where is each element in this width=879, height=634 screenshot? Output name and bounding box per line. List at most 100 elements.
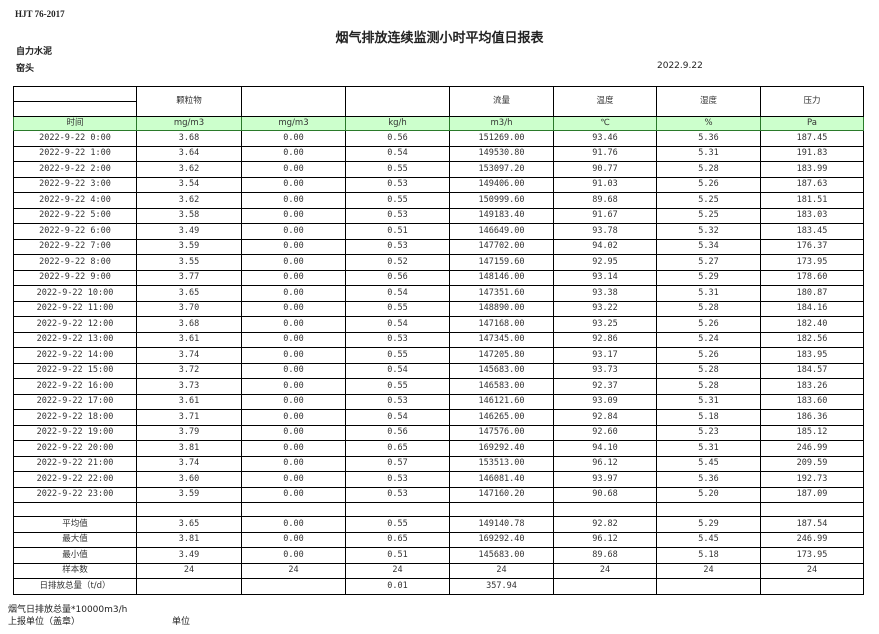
table-row-cell: 0.65 bbox=[345, 440, 450, 457]
table-row-cell: 181.51 bbox=[760, 192, 864, 209]
summary-row-cell bbox=[136, 578, 242, 595]
table-row-cell: 0.00 bbox=[241, 362, 346, 379]
units-row-cell: m3/h bbox=[449, 116, 554, 131]
table-row-cell: 91.76 bbox=[553, 145, 657, 162]
summary-row-cell: 246.99 bbox=[760, 531, 864, 548]
table-row-cell: 187.45 bbox=[760, 130, 864, 147]
table-row-cell: 0.56 bbox=[345, 130, 450, 147]
table-row-cell: 5.27 bbox=[656, 254, 761, 271]
units-row-cell: mg/m3 bbox=[136, 116, 242, 131]
table-row-cell: 0.00 bbox=[241, 176, 346, 193]
table-row: 2022-9-22 23:00 3.59 0.00 0.53 147160.20 90.6… bbox=[13, 486, 864, 503]
table-row: 2022-9-22 20:00 3.81 0.00 0.65 169292.40 94.1… bbox=[13, 440, 864, 457]
table-row-cell: 178.60 bbox=[760, 269, 864, 286]
table-row-cell: 3.61 bbox=[136, 331, 242, 348]
summary-row-cell: 24 bbox=[136, 562, 242, 579]
table-row-cell: 5.23 bbox=[656, 424, 761, 441]
table-row-cell: 148146.00 bbox=[449, 269, 554, 286]
blank-row-cell bbox=[553, 502, 657, 517]
summary-row: 日排放总量（t/d） 0.01 357.94 bbox=[13, 578, 864, 595]
summary-row-cell: 0.55 bbox=[345, 516, 450, 533]
table-row-cell: 93.46 bbox=[553, 130, 657, 147]
table-row: 2022-9-22 3:00 3.54 0.00 0.53 149406.00 91.03… bbox=[13, 176, 864, 193]
units-row: 时间 mg/m3 mg/m3 kg/h m3/h ℃% Pa bbox=[13, 116, 864, 131]
table-row-cell: 0.00 bbox=[241, 486, 346, 503]
summary-row-cell: 149140.78 bbox=[449, 516, 554, 533]
table-row: 2022-9-22 10:00 3.65 0.00 0.54 147351.60 93.3… bbox=[13, 285, 864, 302]
table-row-cell: 5.45 bbox=[656, 455, 761, 472]
table-row-cell: 0.54 bbox=[345, 409, 450, 426]
table-row-cell: 2022-9-22 12:00 bbox=[13, 316, 137, 333]
table-row-cell: 3.81 bbox=[136, 440, 242, 457]
table-row: 2022-9-22 7:00 3.59 0.00 0.53 147702.00 94.02… bbox=[13, 238, 864, 255]
table-row-cell: 0.55 bbox=[345, 161, 450, 178]
units-row-cell: ℃ bbox=[553, 116, 657, 131]
table-row-cell: 5.34 bbox=[656, 238, 761, 255]
summary-row-cell: 最小值 bbox=[13, 547, 137, 564]
table-row-cell: 0.00 bbox=[241, 145, 346, 162]
summary-row-cell: 样本数 bbox=[13, 562, 137, 579]
summary-row-cell: 日排放总量（t/d） bbox=[13, 578, 137, 595]
table-row-cell: 187.09 bbox=[760, 486, 864, 503]
table-row-cell: 3.58 bbox=[136, 207, 242, 224]
table-row-cell: 3.62 bbox=[136, 161, 242, 178]
table-row-cell: 5.28 bbox=[656, 300, 761, 317]
table-row-cell: 5.36 bbox=[656, 130, 761, 147]
table-row-cell: 2022-9-22 0:00 bbox=[13, 130, 137, 147]
table-row-cell: 3.72 bbox=[136, 362, 242, 379]
table-row-cell: 183.99 bbox=[760, 161, 864, 178]
summary-row: 样本数 24 24 24 24 24 24 24 bbox=[13, 562, 864, 579]
monitoring-unit: 窑头 bbox=[16, 64, 35, 74]
table-row-cell: 5.32 bbox=[656, 223, 761, 240]
table-row-cell: 147168.00 bbox=[449, 316, 554, 333]
table-row-cell: 183.45 bbox=[760, 223, 864, 240]
table-row: 2022-9-22 14:00 3.74 0.00 0.55 147205.80 93.1… bbox=[13, 347, 864, 364]
table-row-cell: 182.56 bbox=[760, 331, 864, 348]
table-row-cell: 147345.00 bbox=[449, 331, 554, 348]
table-row-cell: 176.37 bbox=[760, 238, 864, 255]
table-row-cell: 0.00 bbox=[241, 238, 346, 255]
table-row-cell: 2022-9-22 13:00 bbox=[13, 331, 137, 348]
summary-row-cell: 0.51 bbox=[345, 547, 450, 564]
table-row-cell: 2022-9-22 1:00 bbox=[13, 145, 137, 162]
summary-row-cell: 357.94 bbox=[449, 578, 554, 595]
table-row-cell: 93.73 bbox=[553, 362, 657, 379]
table-row-cell: 2022-9-22 16:00 bbox=[13, 378, 137, 395]
summary-row-cell bbox=[656, 578, 761, 595]
table-row-cell: 149406.00 bbox=[449, 176, 554, 193]
blank-row-cell bbox=[449, 502, 554, 517]
table-row-cell: 0.00 bbox=[241, 393, 346, 410]
table-row-cell: 0.54 bbox=[345, 362, 450, 379]
summary-row-cell bbox=[241, 578, 346, 595]
table-row-cell: 184.57 bbox=[760, 362, 864, 379]
summary-row-cell: 96.12 bbox=[553, 531, 657, 548]
table-row-cell: 147159.60 bbox=[449, 254, 554, 271]
summary-row-cell: 173.95 bbox=[760, 547, 864, 564]
table-row-cell: 5.24 bbox=[656, 331, 761, 348]
table-row-cell: 0.00 bbox=[241, 378, 346, 395]
units-row-cell: 时间 bbox=[13, 116, 137, 131]
table-row-cell: 2022-9-22 3:00 bbox=[13, 176, 137, 193]
table-row-cell: 191.83 bbox=[760, 145, 864, 162]
table-row: 2022-9-22 1:00 3.64 0.00 0.54 149530.80 91.76… bbox=[13, 145, 864, 162]
summary-row-cell: 24 bbox=[345, 562, 450, 579]
table-row-cell: 3.61 bbox=[136, 393, 242, 410]
table-row-cell: 2022-9-22 4:00 bbox=[13, 192, 137, 209]
summary-row-cell: 24 bbox=[760, 562, 864, 579]
table-row: 2022-9-22 22:00 3.60 0.00 0.53 146081.40 93.9… bbox=[13, 471, 864, 488]
blank-row-cell bbox=[241, 502, 346, 517]
summary-row-cell: 5.45 bbox=[656, 531, 761, 548]
column-header-row-cell: 湿度 bbox=[656, 86, 761, 117]
table-row-cell: 3.59 bbox=[136, 486, 242, 503]
table-row-cell: 0.53 bbox=[345, 207, 450, 224]
column-header-row-cell bbox=[345, 86, 450, 117]
summary-row-cell: 169292.40 bbox=[449, 531, 554, 548]
summary-row-cell: 平均值 bbox=[13, 516, 137, 533]
blank-row-cell bbox=[345, 502, 450, 517]
blank-row-cell bbox=[656, 502, 761, 517]
table-row-cell: 5.18 bbox=[656, 409, 761, 426]
column-header-row-cell: 压力 bbox=[760, 86, 864, 117]
table-row: 2022-9-22 8:00 3.55 0.00 0.52 147159.60 92.95… bbox=[13, 254, 864, 271]
summary-row-cell: 最大值 bbox=[13, 531, 137, 548]
report-title: 烟气排放连续监测小时平均值日报表 bbox=[335, 31, 544, 46]
